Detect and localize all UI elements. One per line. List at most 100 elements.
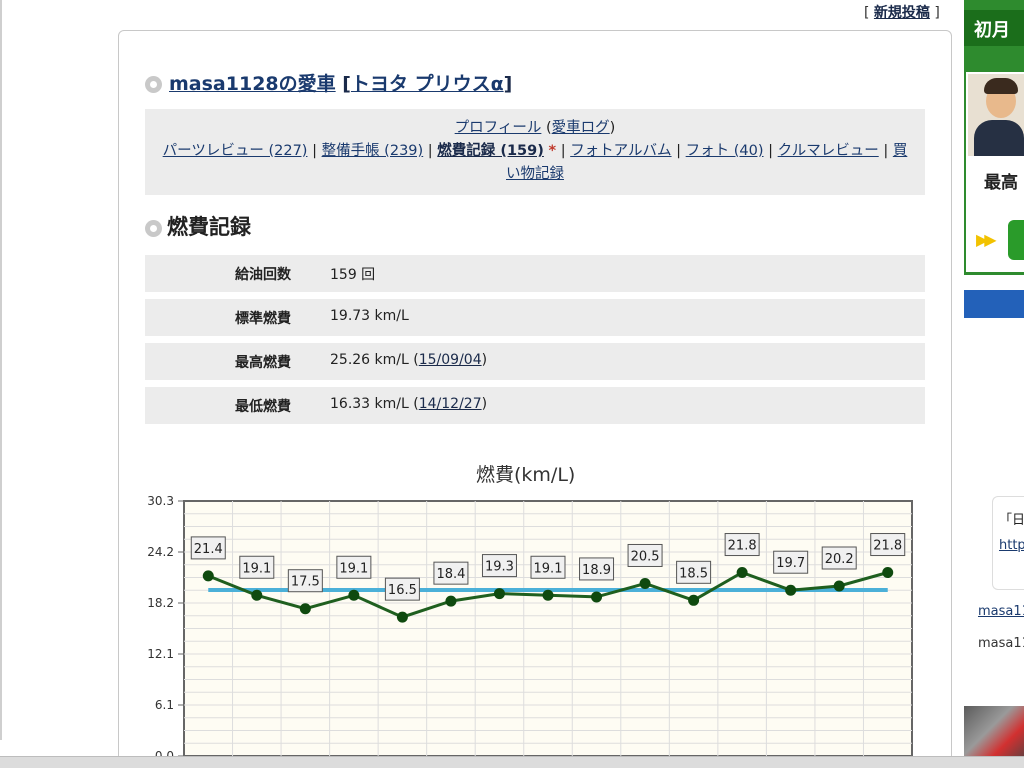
stat-row-worst: 最低燃費 16.33 km/L (14/12/27) <box>145 387 925 424</box>
profile-title: masa1128の愛車 [トヨタ プリウスα] <box>145 69 512 96</box>
nav-car-log[interactable]: 愛車ログ <box>551 120 610 136</box>
nav-fuel-record[interactable]: 燃費記録 (159) <box>437 143 544 159</box>
data-label-box <box>579 557 615 581</box>
car-bracket-close: ] <box>503 73 513 95</box>
new-post-link[interactable]: 新規投稿 <box>873 5 930 21</box>
paren-close: ) <box>609 120 616 136</box>
bottom-scrollbar[interactable] <box>0 756 1024 768</box>
nav-parts-review[interactable]: パーツレビュー (227) <box>162 143 308 159</box>
stat-value: 16.33 km/L (14/12/27) <box>330 396 488 412</box>
photo-suit <box>974 120 1024 156</box>
ad-person-photo <box>968 74 1024 156</box>
new-mark: * <box>548 143 557 159</box>
section-title: 燃費記録 <box>145 211 251 241</box>
y-tick-label: 6.1 <box>155 698 174 712</box>
data-label: 16.5 <box>388 583 417 598</box>
data-point <box>688 594 700 606</box>
data-label: 21.8 <box>728 539 757 554</box>
nav-profile[interactable]: プロフィール <box>454 120 542 136</box>
y-tick-label: 18.2 <box>147 596 174 610</box>
paren-open: ( <box>545 120 552 136</box>
data-point <box>348 589 360 601</box>
data-label-box <box>530 555 566 579</box>
data-label: 18.5 <box>679 566 708 581</box>
nav-separator: | <box>427 143 433 159</box>
data-point <box>202 570 214 582</box>
data-label: 18.9 <box>582 563 611 578</box>
data-label-box <box>336 555 372 579</box>
play-arrows-icon: ▶▶ <box>976 230 997 249</box>
stat-value-text: 159 回 <box>330 267 376 283</box>
car-model-link[interactable]: トヨタ プリウスα <box>350 73 504 95</box>
data-label: 19.1 <box>339 561 368 576</box>
quote-link[interactable]: http <box>999 538 1024 553</box>
nav-maintenance[interactable]: 整備手帳 (239) <box>321 143 424 159</box>
worst-date-link[interactable]: 14/12/27 <box>418 396 482 412</box>
sidebar-ad-header: 初月 <box>964 10 1024 46</box>
data-point <box>542 589 554 601</box>
data-label: 19.3 <box>485 560 514 575</box>
data-point <box>299 603 311 615</box>
subnav-line-1: プロフィール (愛車ログ) <box>145 117 925 140</box>
nav-purchase[interactable]: 買い物記録 <box>506 143 908 182</box>
sidebar-blue-band <box>964 290 1024 318</box>
stat-value: 19.73 km/L <box>330 308 409 324</box>
circle-bullet-icon <box>145 219 162 237</box>
data-label: 21.8 <box>873 539 902 554</box>
stat-row-best: 最高燃費 25.26 km/L (15/09/04) <box>145 343 925 380</box>
stat-row-standard: 標準燃費 19.73 km/L <box>145 299 925 336</box>
data-label: 21.4 <box>194 542 223 557</box>
stat-label: 最高燃費 <box>235 355 291 371</box>
left-border <box>0 0 2 740</box>
data-label: 19.7 <box>776 556 805 571</box>
bracket-open: [ <box>864 5 870 21</box>
ad-green-button[interactable] <box>1008 220 1024 260</box>
data-point <box>251 589 263 601</box>
sidebar-ad-green[interactable]: 初月 最高 ▶▶ <box>964 0 1024 275</box>
data-label-box <box>724 533 760 557</box>
data-point <box>785 584 797 596</box>
data-label-box <box>773 550 809 574</box>
nav-separator: | <box>768 143 774 159</box>
section-title-text: 燃費記録 <box>167 215 251 239</box>
subnav-line-2: パーツレビュー (227) | 整備手帳 (239) | 燃費記録 (159) … <box>145 140 925 186</box>
data-label-box <box>384 577 420 601</box>
data-label: 20.5 <box>631 549 660 564</box>
stat-label: 最低燃費 <box>235 399 291 415</box>
data-label-box <box>433 561 469 585</box>
data-point <box>882 567 894 579</box>
data-point <box>445 595 457 607</box>
circle-bullet-icon <box>145 76 162 93</box>
stat-value-text: 25.26 km/L <box>330 352 409 368</box>
data-point <box>833 580 845 592</box>
nav-separator: | <box>560 143 566 159</box>
right-sidebar: 初月 最高 ▶▶ 「日 http masa11 masa11 <box>964 0 1024 768</box>
data-point <box>396 611 408 623</box>
sidebar-quote-box: 「日 http <box>992 496 1024 590</box>
best-date-link[interactable]: 15/09/04 <box>418 352 482 368</box>
data-label: 19.1 <box>242 561 271 576</box>
chart-title: 燃費(km/L) <box>476 464 576 486</box>
owner-car-link[interactable]: masa1128の愛車 <box>169 73 336 95</box>
nav-photo-album[interactable]: フォトアルバム <box>570 143 672 159</box>
data-point <box>736 567 748 579</box>
y-tick-label: 30.3 <box>147 494 174 508</box>
nav-car-review[interactable]: クルマレビュー <box>777 143 879 159</box>
data-label: 19.1 <box>534 561 563 576</box>
data-label: 18.4 <box>436 567 465 582</box>
nav-photo[interactable]: フォト (40) <box>685 143 764 159</box>
new-post-area: [ 新規投稿 ] <box>864 2 940 22</box>
sidebar-user-link[interactable]: masa11 <box>978 604 1024 619</box>
data-label-box <box>676 560 712 584</box>
stat-label: 標準燃費 <box>235 311 291 327</box>
profile-subnav: プロフィール (愛車ログ) パーツレビュー (227) | 整備手帳 (239)… <box>145 109 925 195</box>
y-tick-label: 12.1 <box>147 647 174 661</box>
quote-text: 「日 <box>999 513 1024 528</box>
stat-value: 25.26 km/L (15/09/04) <box>330 352 488 368</box>
data-label-box <box>190 536 226 560</box>
data-label-box <box>870 533 906 557</box>
ad-best-text: 最高 <box>984 173 1018 193</box>
stat-value: 159 回 <box>330 264 375 284</box>
data-label: 20.2 <box>825 552 854 567</box>
